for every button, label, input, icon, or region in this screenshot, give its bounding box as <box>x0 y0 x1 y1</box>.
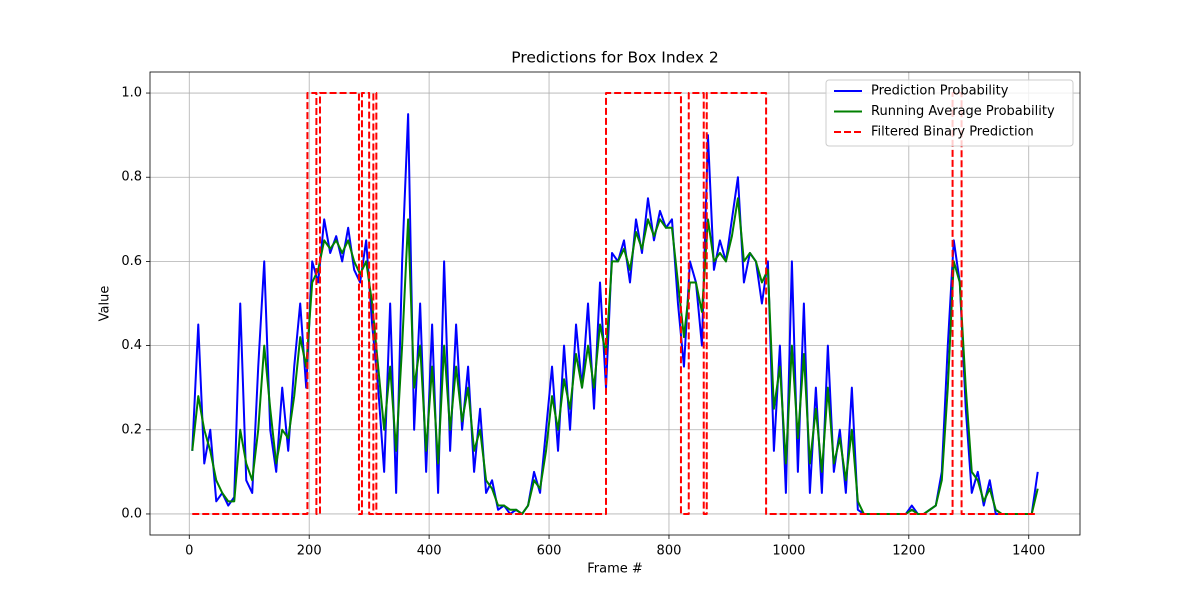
x-tick-label: 600 <box>537 544 562 559</box>
plot-area <box>191 92 1039 515</box>
y-tick-label: 0.2 <box>121 422 142 437</box>
y-tick-label: 0.6 <box>121 254 142 269</box>
y-tick-label: 0.4 <box>121 338 142 353</box>
x-tick-label: 200 <box>297 544 322 559</box>
series-line <box>191 197 1039 515</box>
chart-title: Predictions for Box Index 2 <box>511 49 718 67</box>
y-tick-label: 1.0 <box>121 86 142 101</box>
x-tick-label: 1200 <box>892 544 925 559</box>
y-tick-label: 0.8 <box>121 170 142 185</box>
x-axis-label: Frame # <box>587 562 643 577</box>
x-tick-label: 1400 <box>1012 544 1045 559</box>
legend: Prediction Probability Running Average Pr… <box>825 79 1074 147</box>
x-tick-label: 0 <box>185 544 193 559</box>
x-tick-label: 1000 <box>772 544 805 559</box>
legend-box <box>825 79 1074 147</box>
series-line <box>192 92 1038 515</box>
axes-frame <box>149 71 1081 536</box>
ticks: 0 200 400 600 800 1000 1200 1400 0.0 0.2 0.4 0.6 0.8… <box>121 86 1045 559</box>
legend-label: Running Average Probability <box>871 104 1055 119</box>
legend-label: Prediction Probability <box>871 84 1009 99</box>
x-tick-label: 800 <box>657 544 682 559</box>
x-tick-label: 400 <box>417 544 442 559</box>
y-tick-label: 0.0 <box>121 506 142 521</box>
legend-label: Filtered Binary Prediction <box>871 125 1034 140</box>
y-axis-label: Value <box>98 286 113 322</box>
